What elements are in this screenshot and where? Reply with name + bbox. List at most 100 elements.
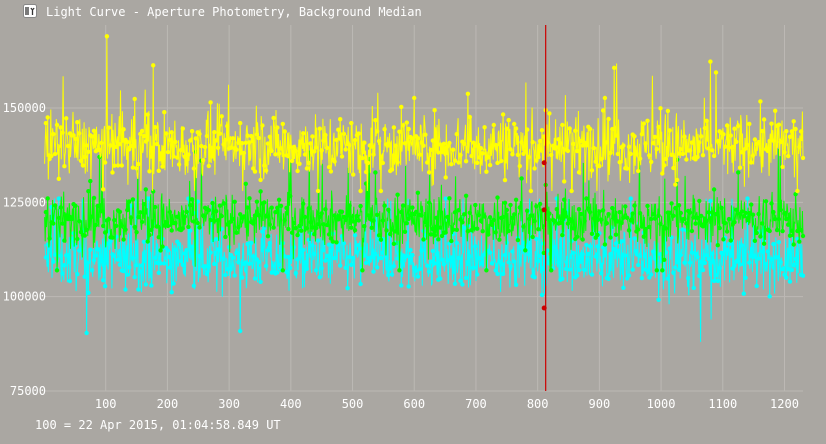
data-point bbox=[382, 203, 387, 208]
data-point bbox=[221, 201, 226, 206]
data-point bbox=[175, 214, 180, 219]
data-point bbox=[141, 133, 147, 139]
data-point bbox=[245, 205, 250, 210]
data-point bbox=[667, 210, 672, 215]
data-point bbox=[191, 219, 197, 224]
cursor-marker[interactable] bbox=[541, 305, 547, 311]
data-point bbox=[151, 189, 156, 194]
data-point bbox=[671, 270, 676, 275]
data-point bbox=[315, 188, 321, 194]
data-point bbox=[697, 273, 702, 279]
data-point bbox=[391, 125, 397, 130]
data-point bbox=[45, 196, 50, 201]
data-point bbox=[636, 168, 641, 174]
data-point bbox=[760, 128, 765, 134]
data-point bbox=[741, 214, 746, 219]
data-point bbox=[526, 154, 532, 160]
data-point bbox=[467, 254, 472, 259]
data-point bbox=[271, 115, 276, 121]
data-point bbox=[152, 204, 158, 210]
data-point bbox=[710, 210, 715, 215]
data-point bbox=[428, 259, 434, 264]
data-point bbox=[615, 248, 621, 253]
data-point bbox=[230, 255, 235, 260]
data-point bbox=[267, 240, 272, 246]
data-point bbox=[186, 224, 191, 230]
data-point bbox=[52, 252, 58, 257]
data-point bbox=[84, 330, 89, 336]
data-point bbox=[475, 160, 480, 165]
data-point bbox=[173, 139, 178, 145]
data-point bbox=[378, 188, 384, 194]
data-point bbox=[567, 126, 572, 131]
chart-cursor[interactable] bbox=[541, 25, 547, 391]
x-tick-label: 600 bbox=[403, 397, 425, 411]
cursor-marker[interactable] bbox=[541, 160, 547, 166]
data-point bbox=[88, 247, 93, 252]
data-point bbox=[747, 211, 752, 216]
data-point bbox=[154, 141, 160, 147]
data-point bbox=[721, 132, 726, 137]
data-point bbox=[454, 240, 459, 246]
data-point bbox=[82, 233, 87, 238]
data-point bbox=[328, 248, 334, 253]
data-point bbox=[178, 147, 184, 153]
data-point bbox=[421, 143, 426, 148]
data-point bbox=[656, 213, 661, 218]
data-point bbox=[699, 213, 704, 219]
data-point bbox=[708, 198, 713, 204]
data-point bbox=[711, 153, 717, 159]
data-point bbox=[77, 131, 82, 136]
data-point bbox=[63, 116, 69, 121]
data-point bbox=[523, 248, 528, 253]
data-point bbox=[613, 133, 619, 138]
data-point bbox=[780, 228, 785, 234]
data-point bbox=[702, 260, 708, 266]
data-point bbox=[517, 205, 522, 210]
data-point bbox=[304, 266, 310, 271]
data-point bbox=[238, 328, 243, 334]
data-point bbox=[356, 218, 361, 223]
data-point bbox=[63, 213, 69, 218]
data-point bbox=[145, 239, 150, 244]
data-point bbox=[532, 218, 537, 224]
data-point bbox=[99, 140, 104, 146]
data-point bbox=[158, 248, 163, 253]
data-point bbox=[258, 189, 263, 194]
data-point bbox=[284, 269, 289, 275]
data-point bbox=[56, 176, 61, 181]
data-point bbox=[110, 170, 115, 175]
data-point bbox=[706, 256, 711, 262]
data-point bbox=[552, 219, 558, 224]
data-point bbox=[275, 125, 280, 130]
y-tick-label: 100000 bbox=[3, 290, 46, 304]
data-point bbox=[584, 196, 589, 201]
data-point bbox=[367, 258, 372, 263]
data-point bbox=[373, 170, 378, 175]
data-point bbox=[739, 243, 745, 248]
data-point bbox=[624, 166, 630, 171]
data-point bbox=[313, 145, 319, 150]
data-point bbox=[115, 163, 121, 168]
data-point bbox=[273, 152, 278, 157]
data-point bbox=[312, 251, 317, 257]
data-point bbox=[447, 140, 452, 146]
data-point bbox=[302, 260, 308, 265]
data-point bbox=[317, 126, 322, 131]
data-point bbox=[282, 218, 287, 223]
data-point bbox=[704, 118, 709, 124]
data-point bbox=[276, 151, 282, 156]
data-point bbox=[621, 285, 626, 290]
cursor-marker[interactable] bbox=[541, 207, 547, 213]
x-tick-label: 1100 bbox=[708, 397, 737, 411]
data-point bbox=[399, 209, 404, 215]
data-point bbox=[413, 268, 419, 273]
data-point bbox=[576, 267, 582, 273]
data-point bbox=[763, 199, 769, 204]
data-point bbox=[247, 140, 252, 145]
data-point bbox=[547, 111, 552, 116]
data-point bbox=[517, 163, 522, 169]
data-point bbox=[649, 272, 654, 277]
data-point bbox=[189, 197, 195, 202]
